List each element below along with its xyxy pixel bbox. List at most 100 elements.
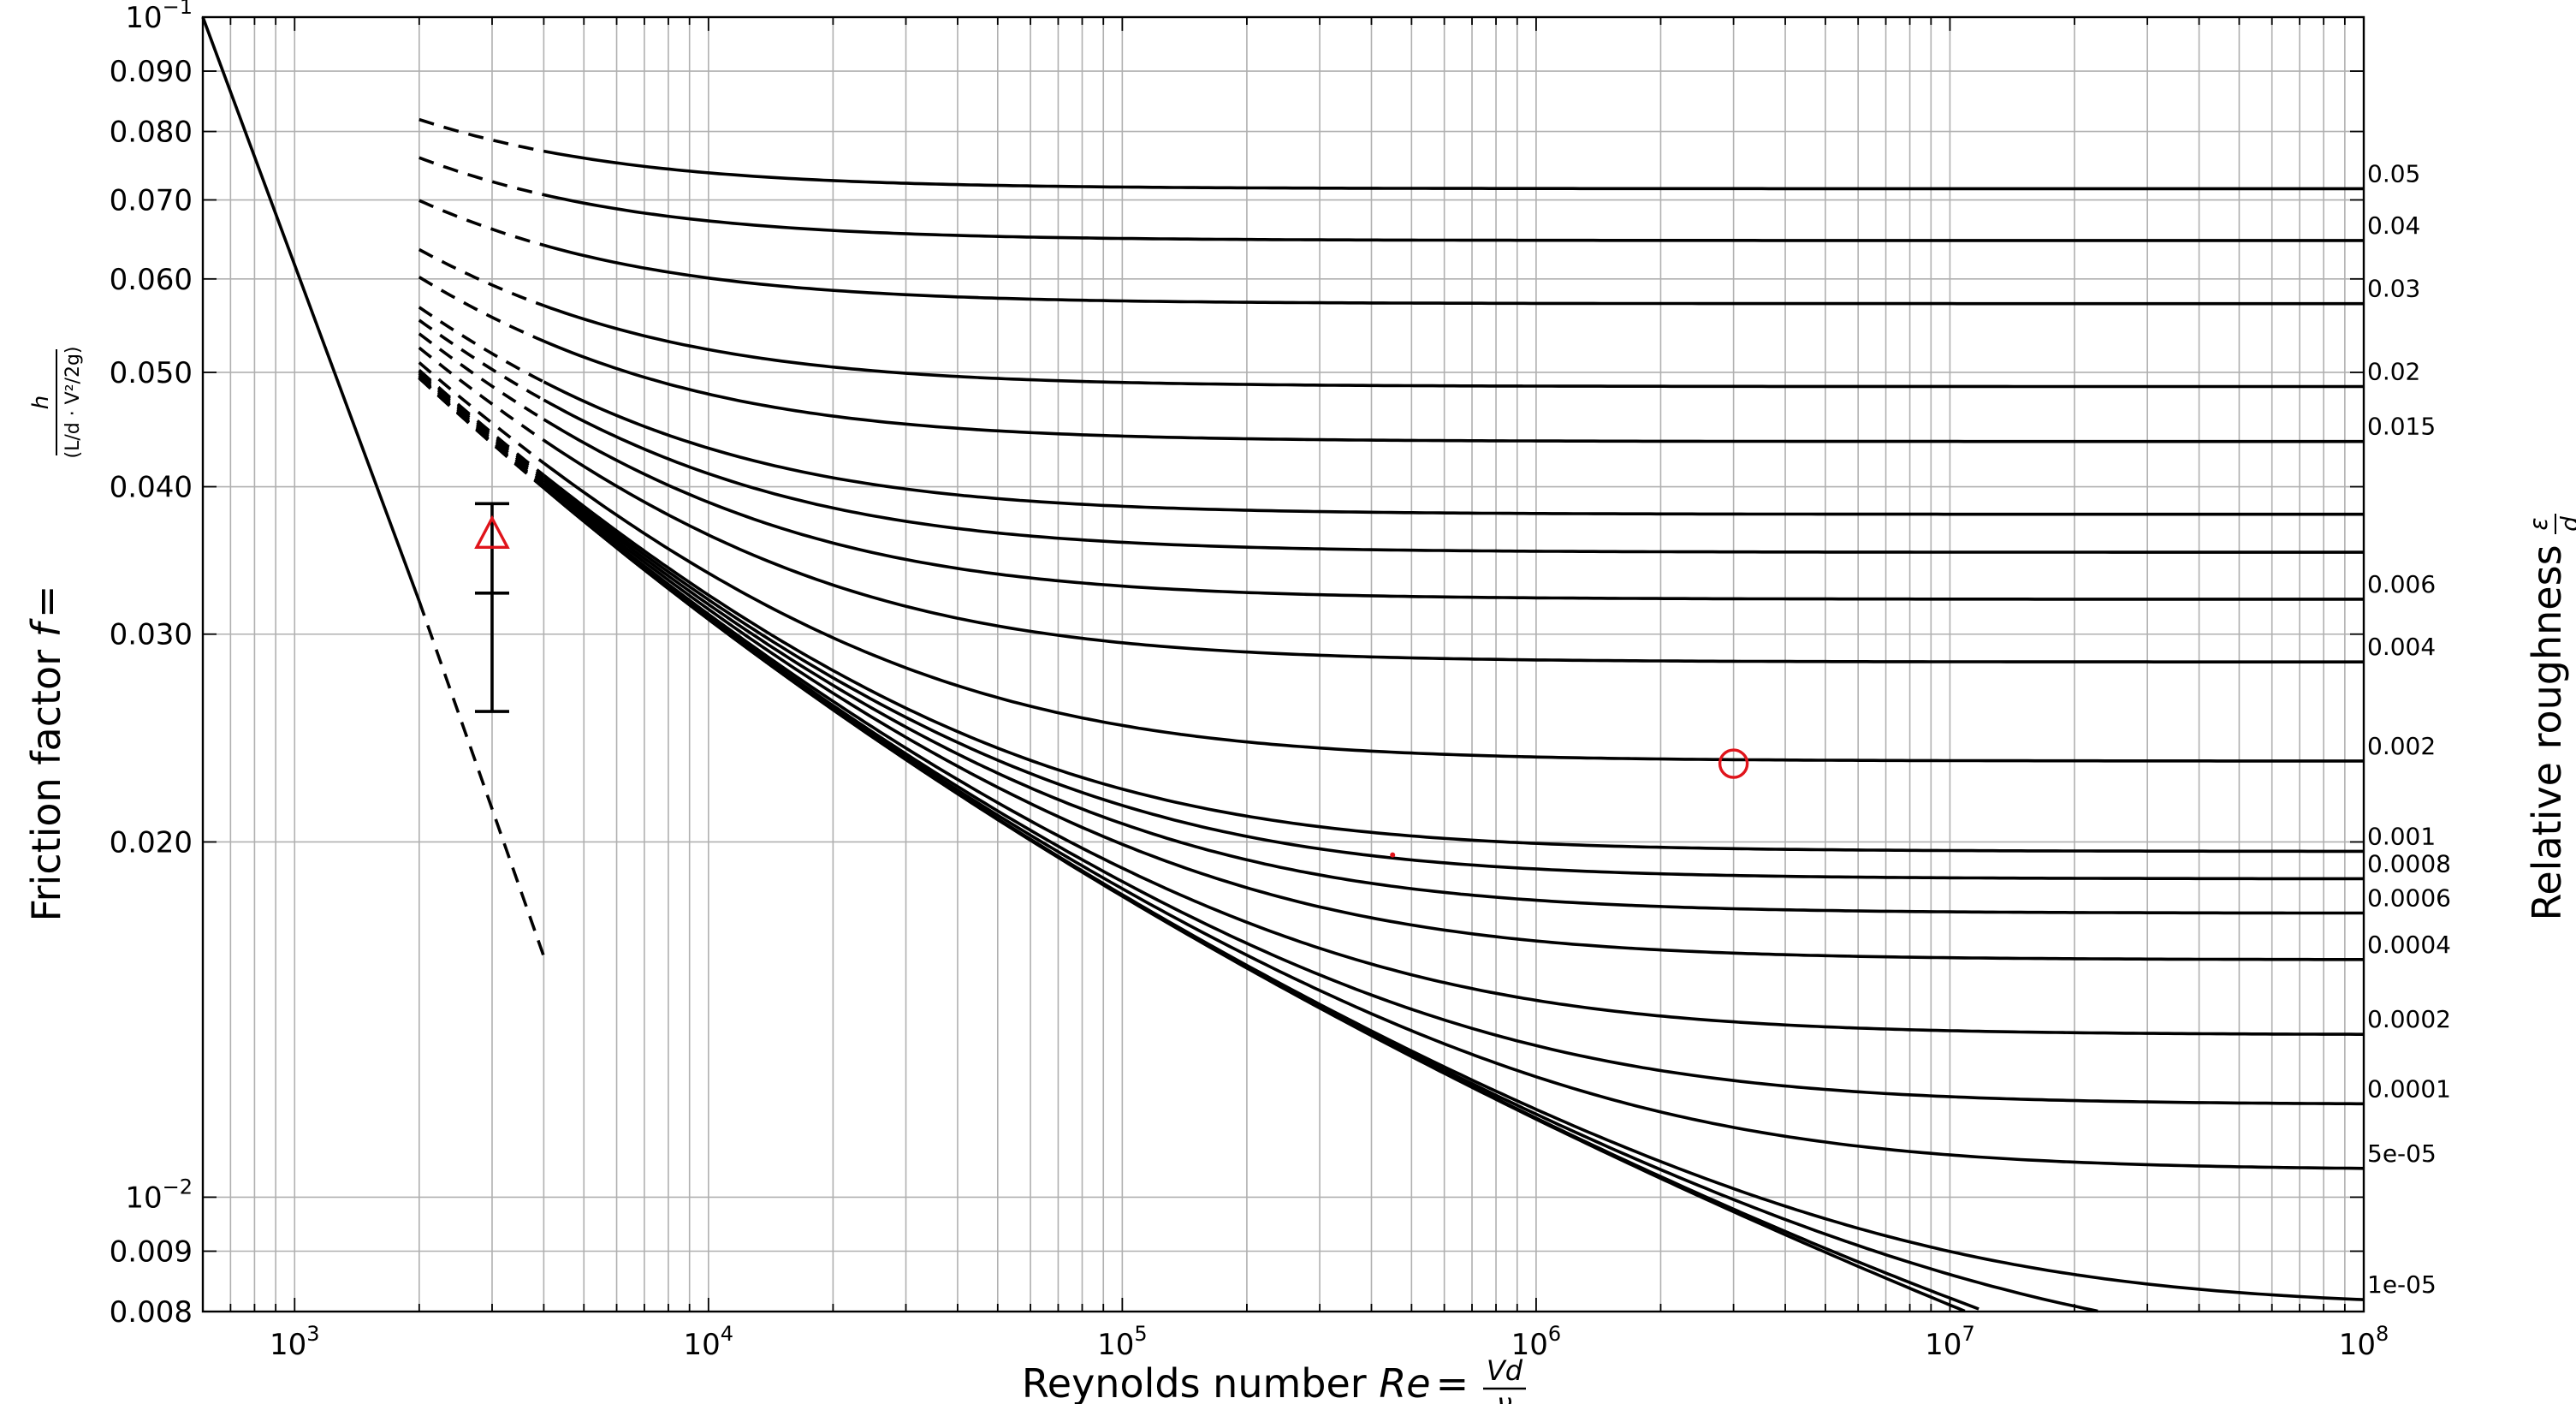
laminar-line <box>201 16 421 602</box>
x-tick-label: 104 <box>684 1322 734 1362</box>
roughness-curve <box>543 398 2364 554</box>
y-tick-label: 0.080 <box>110 116 193 150</box>
right-axis-label-num-text: ε <box>2525 517 2553 530</box>
x-tick-label: 106 <box>1511 1322 1562 1362</box>
y-axis-label-den-text: (L/d · V²/2g) <box>62 346 84 458</box>
y-tick-label: 0.009 <box>110 1234 193 1269</box>
y-tick-base: 10 <box>125 1181 162 1215</box>
roughness-label: 0.05 <box>2367 159 2420 187</box>
x-tick-base: 10 <box>2339 1328 2376 1362</box>
roughness-curve-transition <box>418 276 545 343</box>
roughness-curve-transition <box>418 377 545 490</box>
y-axis-label-text: Friction factor <box>23 637 69 921</box>
roughness-curve <box>543 380 2364 516</box>
roughness-curves <box>201 16 2365 1313</box>
roughness-label: 0.02 <box>2367 357 2420 385</box>
y-tick-exp: −1 <box>163 0 193 19</box>
roughness-curve-transition <box>418 332 545 421</box>
x-tick-label: 103 <box>270 1322 320 1362</box>
x-tick-exp: 8 <box>2376 1322 2389 1346</box>
roughness-curve <box>543 486 1979 1311</box>
x-tick-base: 10 <box>1511 1328 1548 1362</box>
right-axis-label-text: Relative roughness <box>2524 544 2570 920</box>
x-tick-base: 10 <box>1097 1328 1134 1362</box>
right-axis-label-den-text: d <box>2555 516 2576 532</box>
right-axis-label-line: Relative roughness <box>2524 544 2570 920</box>
x-tick-base: 10 <box>270 1328 306 1362</box>
roughness-curve-transition <box>418 156 544 197</box>
y-axis-label-numerator: h <box>28 396 54 409</box>
roughness-curve-transition <box>418 369 545 477</box>
x-tick-base: 10 <box>684 1328 721 1362</box>
x-axis-label-var: Re <box>1379 1360 1430 1404</box>
roughness-curve <box>543 485 2365 1170</box>
dot-marker <box>1390 852 1396 858</box>
y-axis-label-eq: = <box>23 586 69 619</box>
right-axis-label: Relative roughness ε d <box>2524 514 2576 921</box>
roughness-label: 0.006 <box>2367 570 2436 598</box>
roughness-label: 0.004 <box>2367 633 2436 661</box>
roughness-label: 0.0001 <box>2367 1074 2451 1103</box>
roughness-curve <box>543 243 2364 306</box>
roughness-label: 5e-05 <box>2367 1139 2437 1168</box>
roughness-curve-transition <box>418 361 545 465</box>
triangle-marker <box>474 515 510 550</box>
x-tick-exp: 6 <box>1548 1322 1561 1346</box>
roughness-curve <box>543 193 2364 242</box>
roughness-curve <box>543 479 2364 915</box>
x-axis-label-numerator: Vd <box>1487 1354 1523 1387</box>
y-tick-label: 10−2 <box>125 1175 193 1215</box>
y-tick-label: 0.070 <box>110 184 193 218</box>
curve-labels: 0.05 0.04 0.03 0.02 0.015 0.006 0.004 0.002 0.00… <box>2367 159 2451 1299</box>
x-tick-base: 10 <box>1925 1328 1962 1362</box>
roughness-label: 0.04 <box>2367 211 2420 240</box>
y-tick-base: 10 <box>125 1 162 35</box>
y-axis-label: Friction factor f= h (L/d · V²/2g) <box>23 346 84 921</box>
roughness-curve-transition <box>418 117 544 153</box>
roughness-label: 1e-05 <box>2367 1270 2437 1299</box>
roughness-curve <box>543 461 2364 763</box>
y-axis-label-num-text: h <box>28 396 54 409</box>
y-axis-label-denominator: (L/d · V²/2g) <box>62 346 84 458</box>
roughness-curve-transition <box>418 346 545 442</box>
roughness-curve <box>543 339 2364 443</box>
y-tick-label: 0.030 <box>110 618 193 652</box>
roughness-curve <box>543 473 2364 854</box>
roughness-curve <box>543 476 2364 881</box>
markers <box>474 502 1749 858</box>
roughness-curve <box>543 438 2364 663</box>
x-axis-label-text: Reynolds number <box>1022 1360 1379 1404</box>
x-tick-label: 108 <box>2339 1322 2389 1362</box>
x-axis-label-den-text: ν <box>1497 1387 1512 1404</box>
roughness-label: 0.03 <box>2367 275 2420 303</box>
roughness-curve-transition <box>418 247 545 307</box>
x-tick-exp: 7 <box>1962 1322 1974 1346</box>
x-tick-exp: 5 <box>1134 1322 1147 1346</box>
roughness-label: 0.0008 <box>2367 849 2451 878</box>
y-axis-label-line: Friction factor f= <box>23 586 69 922</box>
y-tick-exp: −2 <box>163 1175 193 1199</box>
x-axis-label: Reynolds number Re = <box>1022 1360 1469 1404</box>
roughness-label: 0.0004 <box>2367 931 2451 959</box>
grid <box>202 16 2365 1312</box>
roughness-curve-transition <box>418 306 545 384</box>
right-axis-label-denominator: d <box>2555 516 2576 532</box>
roughness-curve <box>543 418 2364 601</box>
right-axis-label-numerator: ε <box>2525 517 2553 530</box>
roughness-curve <box>543 149 2364 191</box>
y-axis-label-var: f <box>23 618 69 637</box>
roughness-label: 0.002 <box>2367 732 2436 760</box>
roughness-curve-transition <box>418 199 544 247</box>
circle-marker <box>1718 748 1749 779</box>
y-tick-label: 0.008 <box>110 1295 193 1330</box>
x-tick-exp: 3 <box>306 1322 319 1346</box>
x-tick-exp: 4 <box>721 1322 733 1346</box>
roughness-curve <box>543 481 2364 961</box>
y-tick-label: 0.040 <box>110 471 193 505</box>
x-axis-label-eq: = <box>1436 1360 1469 1404</box>
axis-ticks: 103 104 105 106 107 10810−10.0900.0800.0700.0… <box>110 0 2389 1362</box>
roughness-label: 0.0002 <box>2367 1005 2451 1033</box>
y-tick-label: 10−1 <box>125 0 193 35</box>
x-tick-label: 107 <box>1925 1322 1975 1362</box>
roughness-curve <box>543 485 2364 1106</box>
